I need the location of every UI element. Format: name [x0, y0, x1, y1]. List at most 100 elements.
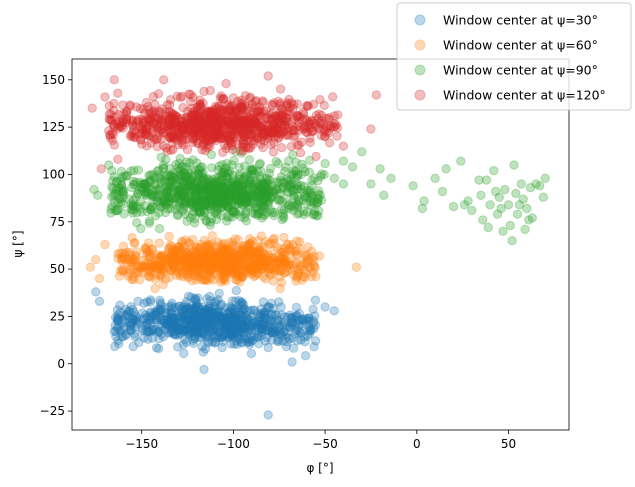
data-point — [253, 261, 263, 271]
data-point — [218, 262, 228, 272]
data-point — [145, 297, 156, 307]
data-point — [168, 254, 179, 264]
data-point — [232, 323, 242, 333]
data-point — [160, 274, 171, 284]
data-point — [218, 307, 228, 317]
data-point — [279, 213, 289, 223]
data-point — [347, 162, 358, 172]
data-point — [233, 318, 243, 328]
data-point — [229, 339, 239, 349]
data-point — [147, 266, 157, 277]
data-point — [116, 325, 126, 335]
data-point — [282, 197, 292, 207]
data-point — [156, 304, 166, 314]
data-point — [262, 310, 272, 321]
data-point — [112, 314, 123, 324]
data-point — [190, 322, 200, 332]
data-point — [165, 321, 175, 331]
data-point — [247, 321, 258, 331]
data-point — [262, 302, 272, 313]
data-point — [195, 332, 205, 343]
data-point — [147, 333, 158, 343]
data-point — [239, 321, 249, 331]
data-point — [174, 256, 184, 267]
data-point — [207, 265, 218, 275]
data-point — [232, 320, 243, 330]
data-point — [269, 259, 279, 270]
data-point — [243, 306, 253, 316]
data-point — [197, 322, 207, 332]
data-point — [192, 326, 202, 336]
data-point — [260, 190, 271, 200]
data-point — [155, 202, 166, 213]
data-point — [243, 262, 253, 272]
data-point — [218, 318, 229, 328]
data-point — [167, 325, 177, 335]
data-point — [245, 335, 256, 345]
data-point — [155, 262, 166, 272]
data-point — [114, 109, 124, 120]
data-point — [190, 309, 200, 320]
data-point — [229, 254, 240, 264]
data-point — [124, 306, 135, 317]
data-point — [223, 322, 233, 333]
data-point — [142, 318, 152, 328]
data-point — [115, 327, 126, 337]
data-point — [277, 330, 287, 341]
data-point — [144, 252, 155, 262]
data-point — [207, 256, 217, 266]
data-point — [125, 261, 136, 271]
data-point — [231, 296, 241, 306]
data-point — [218, 274, 229, 284]
data-point — [221, 323, 231, 333]
data-point — [200, 241, 210, 251]
data-point — [130, 322, 140, 332]
data-point — [165, 265, 175, 275]
data-point — [248, 165, 258, 176]
data-point — [281, 341, 291, 352]
data-point — [231, 255, 242, 265]
data-point — [219, 243, 229, 253]
data-point — [254, 316, 264, 326]
data-point — [252, 308, 262, 319]
data-point — [154, 334, 164, 344]
data-point — [244, 322, 254, 332]
data-point — [206, 306, 216, 317]
data-point — [222, 314, 232, 324]
data-point — [225, 267, 235, 277]
data-point — [252, 332, 263, 343]
data-point — [152, 263, 162, 273]
data-point — [225, 307, 235, 317]
legend-label: Window center at ψ=60° — [443, 38, 598, 53]
data-point — [220, 322, 230, 332]
data-point — [259, 312, 270, 322]
data-point — [224, 316, 235, 326]
data-point — [262, 325, 272, 335]
data-point — [230, 261, 240, 272]
data-point — [226, 339, 236, 349]
data-point — [199, 253, 209, 264]
data-point — [351, 262, 361, 272]
data-point — [236, 257, 246, 267]
data-point — [224, 251, 234, 262]
data-point — [248, 316, 258, 326]
data-point — [227, 311, 238, 322]
data-point — [275, 320, 285, 330]
data-point — [248, 246, 259, 257]
data-point — [156, 300, 166, 310]
data-point — [205, 245, 215, 256]
data-point — [237, 328, 248, 338]
data-point — [143, 259, 153, 269]
data-point — [173, 301, 184, 312]
data-point — [309, 324, 319, 334]
data-point — [243, 325, 253, 335]
data-point — [236, 316, 246, 326]
data-point — [175, 244, 185, 254]
data-point — [202, 316, 212, 327]
data-point — [206, 254, 216, 265]
data-point — [211, 315, 222, 325]
data-point — [197, 310, 207, 320]
data-point — [162, 146, 172, 156]
data-point — [191, 315, 201, 325]
data-point — [150, 306, 161, 317]
